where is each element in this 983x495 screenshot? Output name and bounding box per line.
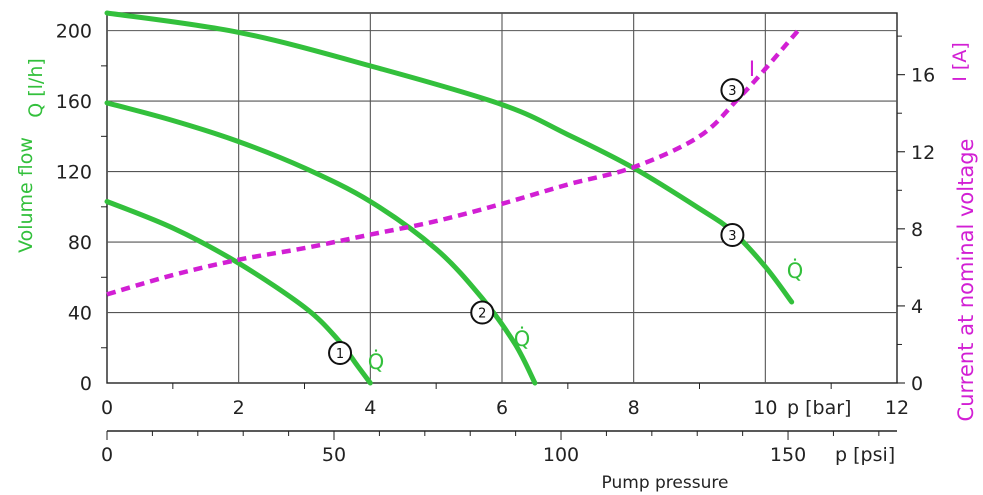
y-left-unit: Q [l/h] bbox=[25, 58, 47, 118]
x-psi-tick-label: 0 bbox=[101, 444, 113, 466]
marker-circle bbox=[720, 78, 745, 103]
series-layer bbox=[104, 10, 801, 386]
x-psi-tick-label: 100 bbox=[543, 444, 579, 466]
x-psi-tick-label: 150 bbox=[770, 444, 806, 466]
y-left-tick-label: 40 bbox=[68, 303, 92, 325]
y-right-title: Current at nominal voltage bbox=[954, 139, 978, 422]
y-left-title: Volume flow bbox=[15, 137, 37, 253]
marker-number: 2 bbox=[478, 307, 486, 322]
x-bar-tick-label: 4 bbox=[364, 397, 376, 419]
series-label-q3: Q̇ bbox=[787, 258, 804, 283]
marker-number: 3 bbox=[728, 84, 736, 99]
marker-number: 3 bbox=[728, 229, 736, 244]
marker-circle bbox=[470, 300, 495, 325]
y-right-tick-label: 4 bbox=[911, 296, 923, 318]
y-left-tick-label: 80 bbox=[68, 232, 92, 254]
marker-circle bbox=[720, 223, 745, 247]
series-label-q2: Q̇ bbox=[514, 326, 531, 351]
y-left-tick-label: 120 bbox=[56, 162, 92, 184]
y-left-tick-label: 0 bbox=[80, 373, 92, 395]
marker-3: 3 bbox=[720, 223, 745, 247]
x-bar-tick-label: 0 bbox=[101, 397, 113, 419]
x-bar-tick-label: 2 bbox=[233, 397, 245, 419]
x-bar-label: p [bar] bbox=[787, 397, 851, 419]
x-psi-tick-label: 50 bbox=[322, 444, 346, 466]
marker-number: 1 bbox=[336, 347, 344, 362]
y-left-tick-label: 200 bbox=[56, 21, 92, 43]
flow-curve-1 bbox=[104, 199, 373, 386]
marker-2: 2 bbox=[470, 300, 495, 325]
x-bar-tick-label: 12 bbox=[885, 397, 909, 419]
x-bar-tick-label: 6 bbox=[496, 397, 508, 419]
y-right-tick-label: 8 bbox=[911, 219, 923, 241]
x-axis-title: Pump pressure bbox=[602, 473, 729, 493]
series-label-current: I bbox=[749, 57, 755, 81]
x-bar-tick-label: 10 bbox=[753, 397, 777, 419]
y-right-tick-label: 12 bbox=[911, 142, 935, 164]
grid bbox=[106, 12, 898, 432]
current-curve bbox=[106, 28, 801, 297]
curve-markers: 1 2 3 3 bbox=[328, 78, 745, 366]
x-bar-tick-label: 8 bbox=[628, 397, 640, 419]
y-right-tick-label: 0 bbox=[911, 373, 923, 395]
minor-ticks bbox=[101, 35, 905, 440]
series-label-q1: Q̇ bbox=[368, 349, 385, 374]
y-left-tick-label: 160 bbox=[56, 91, 92, 113]
flow-curve-2 bbox=[104, 100, 538, 386]
y-right-tick-label: 16 bbox=[911, 65, 935, 87]
marker-circle bbox=[328, 341, 353, 366]
marker-4: 3 bbox=[720, 78, 745, 103]
marker-1: 1 bbox=[328, 341, 353, 366]
y-right-unit: I [A] bbox=[949, 42, 971, 81]
x-psi-label: p [psi] bbox=[835, 444, 895, 466]
